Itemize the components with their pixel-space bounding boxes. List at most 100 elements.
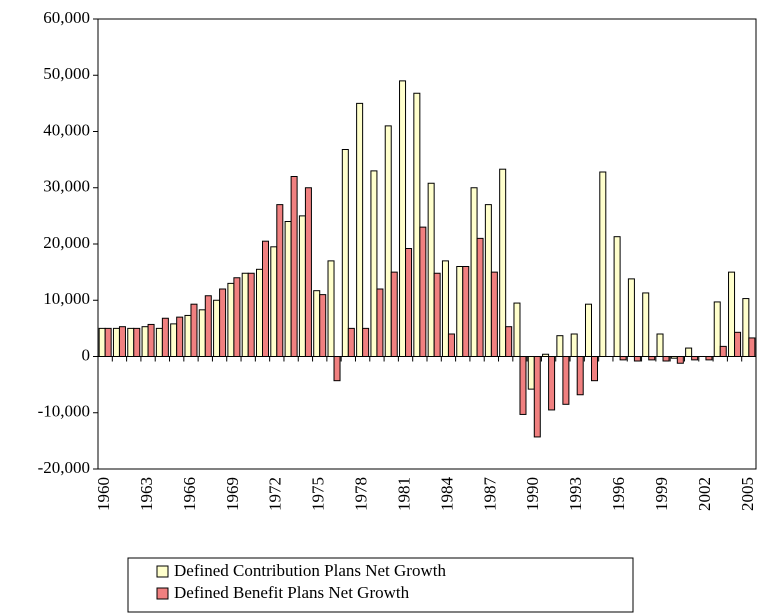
legend-swatch (156, 565, 169, 578)
bar (462, 266, 470, 357)
bar (456, 266, 464, 357)
bar (556, 335, 564, 357)
bar (319, 294, 327, 357)
bar (505, 326, 513, 357)
x-tick-label: 1972 (266, 477, 285, 511)
x-tick-label: 1996 (609, 477, 628, 511)
bar (627, 278, 635, 357)
bar (204, 295, 212, 357)
bar (270, 246, 278, 357)
bar (748, 337, 756, 357)
bar (247, 272, 255, 357)
bar (333, 356, 341, 382)
bar (255, 268, 264, 357)
bar (633, 356, 641, 362)
y-tick-label: -20,000 (38, 458, 90, 477)
bar (570, 333, 578, 357)
bar (441, 260, 449, 357)
bar (548, 356, 556, 411)
bar (347, 327, 355, 357)
bar (419, 226, 427, 357)
bar (176, 316, 184, 357)
bar (513, 302, 521, 357)
bar (405, 248, 413, 357)
legend-label: Defined Contribution Plans Net Growth (174, 561, 446, 580)
bar (298, 215, 306, 357)
bar (198, 309, 206, 357)
bar (276, 204, 284, 357)
bar (170, 323, 178, 357)
bar (599, 171, 607, 357)
bar (356, 102, 364, 357)
plot-area (97, 18, 757, 470)
bar (447, 333, 455, 357)
bar (413, 92, 421, 357)
bar (576, 356, 584, 396)
bar (433, 272, 441, 357)
bar (155, 327, 163, 357)
bar (284, 221, 292, 357)
bar (533, 356, 541, 438)
bar (370, 170, 378, 357)
y-tick-label: 0 (82, 345, 91, 364)
bar (648, 356, 656, 361)
x-tick-label: 1993 (566, 477, 585, 511)
bar (141, 326, 149, 357)
legend-swatch (156, 587, 169, 600)
legend-box (127, 557, 634, 613)
x-tick-label: 2002 (695, 477, 714, 511)
bar (190, 303, 198, 357)
bar (213, 299, 221, 357)
bar (390, 271, 398, 357)
bar (476, 237, 484, 357)
bar (742, 298, 750, 357)
bar (362, 327, 370, 357)
bar (662, 356, 670, 362)
bar (490, 271, 498, 357)
bar (705, 356, 713, 361)
bar (104, 327, 112, 357)
bar (685, 347, 693, 357)
x-tick-label: 2005 (738, 477, 757, 511)
y-tick-label: 10,000 (43, 289, 90, 308)
bar (147, 323, 155, 357)
bar (327, 260, 335, 357)
x-tick-label: 1966 (180, 477, 199, 511)
x-tick-label: 1969 (223, 477, 242, 511)
bar (619, 356, 627, 361)
x-tick-label: 1975 (309, 477, 328, 511)
bar (613, 236, 621, 357)
bar (184, 314, 192, 357)
bar (161, 317, 169, 357)
bar (399, 80, 407, 357)
x-tick-label: 1999 (652, 477, 671, 511)
bar (241, 272, 249, 357)
y-tick-label: 40,000 (43, 120, 90, 139)
x-tick-label: 1978 (352, 477, 371, 511)
x-tick-label: 1960 (94, 477, 113, 511)
bar (484, 204, 492, 357)
bar (656, 333, 664, 357)
bar (519, 356, 527, 415)
bar (719, 345, 727, 357)
bar (499, 168, 507, 357)
bar (384, 125, 392, 357)
bar (127, 327, 135, 357)
bar (642, 292, 650, 357)
bar (591, 356, 599, 382)
y-tick-label: 30,000 (43, 177, 90, 196)
bar (118, 326, 126, 357)
y-tick-label: 60,000 (43, 8, 90, 27)
bar (219, 288, 227, 357)
bar (376, 288, 384, 357)
bar (470, 187, 478, 357)
y-tick-label: 20,000 (43, 233, 90, 252)
bar (98, 327, 106, 357)
bar (341, 149, 349, 357)
bar (262, 240, 270, 357)
bar (227, 282, 235, 357)
x-tick-label: 1990 (523, 477, 542, 511)
bar (676, 356, 684, 364)
